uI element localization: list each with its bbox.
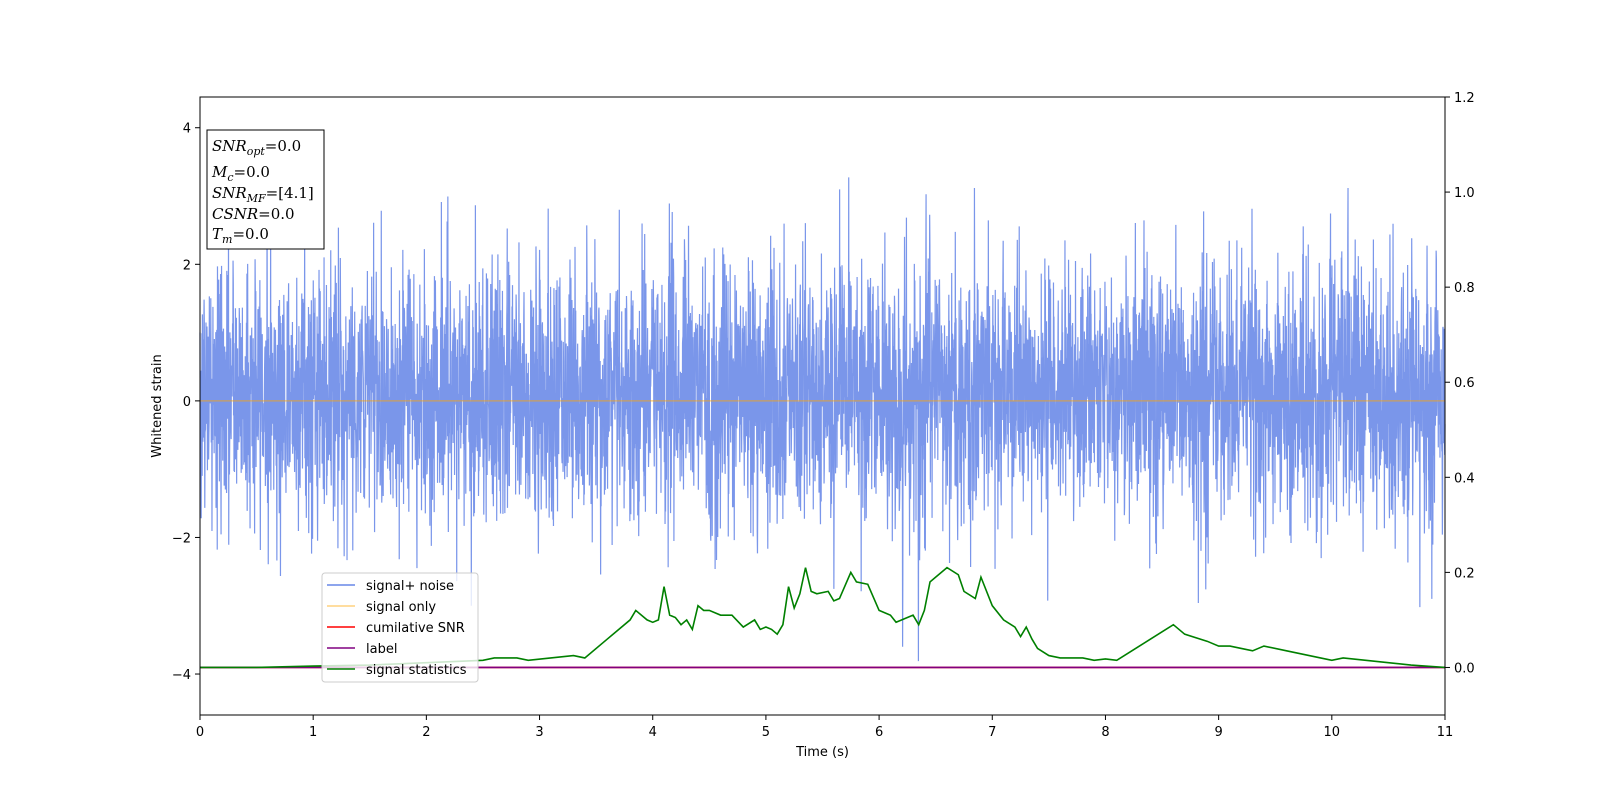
info-mc: Mc=0.0 [211, 163, 270, 184]
legend-item-label: label [327, 642, 397, 657]
x-tick-label-4: 4 [649, 725, 657, 740]
x-tick-label-1: 1 [309, 725, 317, 740]
y2-tick-label-4: 0.4 [1454, 471, 1475, 486]
legend-item-signal-only-label: signal only [366, 600, 436, 615]
y-tick-label-0: 4 [183, 122, 191, 137]
y2-tick-label-0: 1.2 [1454, 91, 1475, 106]
info-snr-opt-value: =0.0 [265, 137, 301, 155]
legend-item-cumulative-snr: cumilative SNR [327, 621, 465, 636]
info-tm-base: T [212, 225, 223, 243]
info-csnr: CSNR=0.0 [212, 205, 295, 223]
info-box: SNRopt=0.0 Mc=0.0 SNRMF=[4.1] CSNR=0.0 T… [206, 129, 325, 250]
x-tick-label-8: 8 [1101, 725, 1109, 740]
info-box-frame [206, 129, 325, 250]
info-snr-opt: SNRopt=0.0 [212, 137, 301, 158]
info-snr-opt-base: SNR [212, 137, 247, 155]
info-csnr-value: =0.0 [258, 205, 294, 223]
info-snr-mf-value: =[4.1] [266, 184, 314, 202]
info-snr-opt-sub: opt [247, 145, 266, 158]
x-tick-label-9: 9 [1214, 725, 1222, 740]
info-tm-sub: m [222, 233, 232, 246]
x-tick-label-6: 6 [875, 725, 883, 740]
plot-frame [199, 96, 1446, 716]
legend-frame [321, 572, 479, 683]
x-tick-label-2: 2 [422, 725, 430, 740]
legend-item-signal-statistics: signal statistics [327, 663, 467, 678]
axes: 0 1 2 3 4 5 6 7 8 9 10 11 4 2 0 −2 −4 1.2 1.0 0.8 0.6 0.4 0.2 0… [172, 91, 1475, 740]
y2-tick-label-6: 0.0 [1454, 661, 1475, 676]
legend-item-signal-only: signal only [327, 600, 436, 615]
y-tick-label-2: 0 [183, 395, 191, 410]
series-signal-statistics-line [200, 566, 1446, 669]
x-tick-label-7: 7 [988, 725, 996, 740]
x-tick-label-3: 3 [535, 725, 543, 740]
x-tick-label-5: 5 [762, 725, 770, 740]
y2-tick-label-1: 1.0 [1454, 186, 1475, 201]
y-tick-label-4: −4 [172, 668, 191, 683]
info-mc-base: M [211, 163, 228, 181]
info-snr-mf-base: SNR [212, 184, 247, 202]
y-tick-label-3: −2 [172, 531, 191, 546]
legend: signal+ noise signal only cumilative SNR la… [321, 572, 479, 683]
legend-item-label-label: label [366, 642, 397, 657]
x-axis-label: Time (s) [795, 745, 849, 760]
x-tick-label-0: 0 [196, 725, 204, 740]
y2-tick-label-3: 0.6 [1454, 376, 1475, 391]
legend-item-signal-noise-label: signal+ noise [366, 579, 454, 594]
y2-tick-label-5: 0.2 [1454, 566, 1475, 581]
info-tm-value: =0.0 [232, 225, 268, 243]
info-tm: Tm=0.0 [212, 225, 269, 246]
info-mc-sub: c [227, 171, 233, 184]
x-tick-label-10: 10 [1324, 725, 1341, 740]
y-axis-label: Whitened strain [150, 354, 165, 457]
legend-item-signal-noise: signal+ noise [327, 579, 454, 594]
info-mc-value: =0.0 [234, 163, 270, 181]
y2-tick-label-2: 0.8 [1454, 281, 1475, 296]
info-csnr-base: CSNR [212, 205, 258, 223]
legend-item-cumulative-snr-label: cumilative SNR [366, 621, 465, 636]
legend-item-signal-statistics-label: signal statistics [366, 663, 467, 678]
info-snr-mf: SNRMF=[4.1] [212, 184, 314, 205]
x-tick-label-11: 11 [1437, 725, 1454, 740]
info-snr-mf-sub: MF [246, 192, 266, 205]
y-tick-label-1: 2 [183, 258, 191, 273]
series-signal-noise-line [199, 177, 1446, 662]
